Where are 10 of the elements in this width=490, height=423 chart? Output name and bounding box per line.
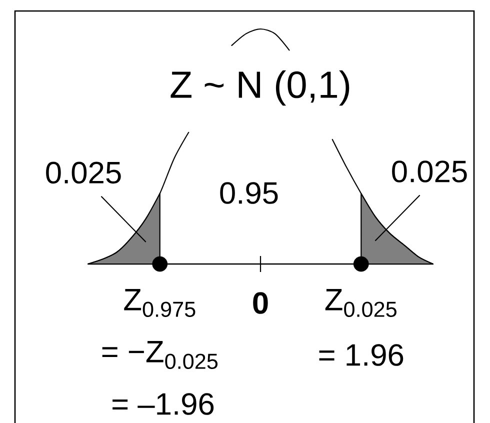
- x-tick-label: Z$_{0.025}$: [325, 288, 396, 318]
- annotation: 0.95: [220, 182, 278, 204]
- text: Z ~ N (0,1): [170, 70, 350, 106]
- annotation: = −Z$_{0.025}$: [102, 340, 218, 370]
- series-label: 0.025: [392, 160, 467, 182]
- x-tick-label: 0: [253, 292, 268, 314]
- x-tick-label: Z$_{0.975}$: [124, 288, 196, 318]
- series-label: 0.025: [46, 162, 121, 184]
- text: = –1.96: [112, 393, 214, 415]
- annotation: = 1.96: [319, 344, 404, 366]
